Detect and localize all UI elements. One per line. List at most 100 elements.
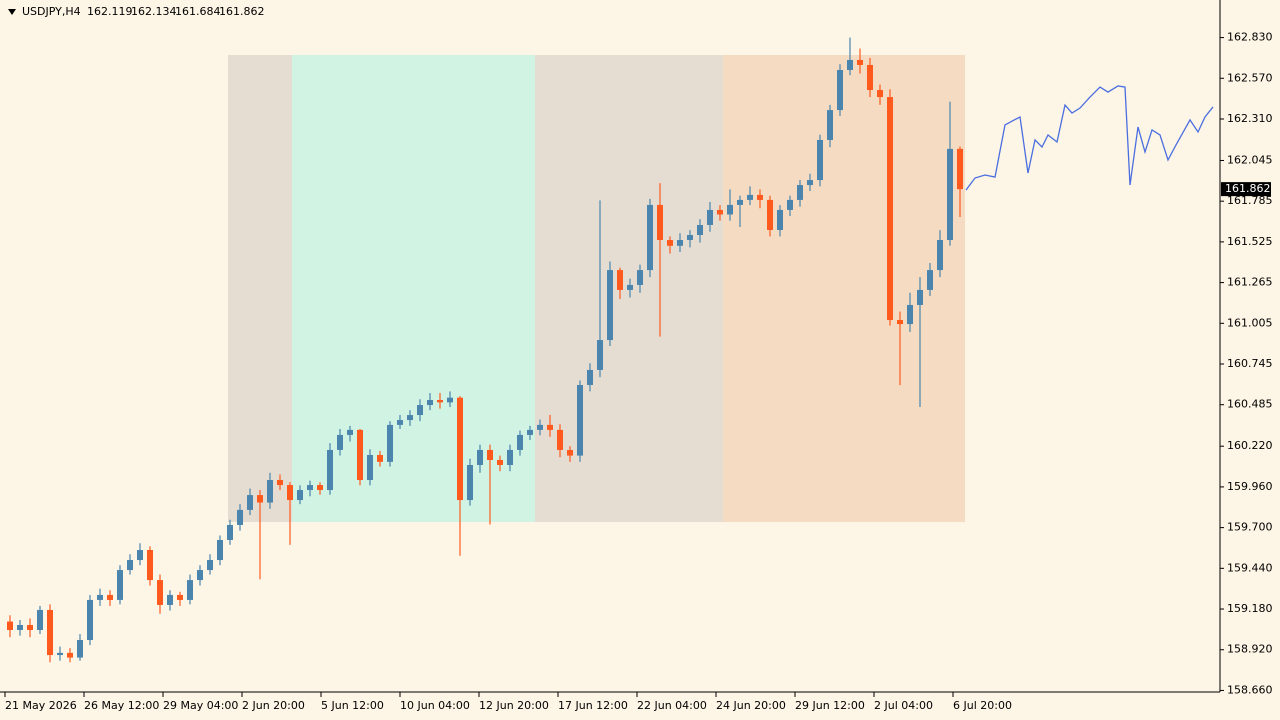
zone [228,55,292,522]
candle-body [807,180,813,186]
candle-body [427,400,433,406]
candle-body [77,640,83,658]
y-tick-label: 162.310 [1227,112,1273,125]
price-label: 161.862 [1225,182,1271,195]
y-tick-label: 162.570 [1227,71,1273,84]
candle-body [307,485,313,491]
candle-body [327,449,333,491]
candle-body [247,495,253,510]
candle-body [267,480,273,503]
candle-body [397,420,403,425]
candle-body [797,185,803,200]
candle-body [507,449,513,465]
y-tick-label: 159.700 [1227,521,1273,534]
candle-body [747,194,753,200]
candle-body [227,524,233,540]
symbol-title: USDJPY,H4 [22,5,81,18]
candle-body [7,621,13,631]
candle-body [67,652,73,658]
header-open: 162.119 [87,5,133,18]
y-tick-label: 162.830 [1227,31,1273,44]
candle-body [957,148,963,190]
candle-body [437,400,443,403]
candle-body [487,449,493,460]
x-tick-label: 22 Jun 04:00 [637,699,707,712]
candle-body [27,624,33,631]
candle-body [237,509,243,525]
x-tick-label: 10 Jun 04:00 [400,699,470,712]
x-tick-label: 12 Jun 20:00 [479,699,549,712]
candle-body [877,90,883,98]
candle-body [377,454,383,462]
x-tick-label: 26 May 12:00 [84,699,159,712]
menu-arrow[interactable] [8,9,16,15]
candle-body [197,570,203,581]
candle-body [597,340,603,370]
candle-body [687,234,693,241]
candle-body [727,204,733,215]
zone [292,55,535,522]
candle-body [657,204,663,241]
candle-body [777,209,783,230]
y-tick-label: 161.005 [1227,316,1273,329]
candle-body [757,194,763,200]
header-close: 161.862 [219,5,265,18]
candle-body [547,424,553,430]
y-tick-label: 162.045 [1227,153,1273,166]
x-tick-label: 21 May 2026 [5,699,77,712]
candle-body [447,397,453,403]
overlay-line [965,85,1214,191]
candle-body [147,549,153,581]
candle-body [257,495,263,503]
candle-body [367,454,373,481]
candle-body [47,609,53,656]
candle-body [907,304,913,325]
candle-body [787,199,793,210]
candle-body [697,224,703,235]
candle-body [937,240,943,271]
candle-body [277,480,283,486]
y-tick-label: 159.960 [1227,480,1273,493]
candle-body [297,490,303,501]
header-low: 161.684 [175,5,221,18]
candle-body [627,284,633,290]
candle-body [407,415,413,421]
candle-body [177,594,183,600]
price-label-box [1221,182,1271,197]
candle-body [557,429,563,450]
candle-body [847,59,853,70]
candle-body [187,580,193,600]
candle-body [337,434,343,450]
x-tick-label: 24 Jun 20:00 [716,699,786,712]
candle-body [317,485,323,491]
y-tick-label: 161.525 [1227,235,1273,248]
candle-body [827,110,833,140]
candle-body [167,594,173,605]
candle-body [497,459,503,465]
candle-body [837,69,843,111]
candle-body [87,599,93,641]
x-tick-label: 29 Jun 12:00 [795,699,865,712]
candle-body [17,624,23,631]
candle-body [707,209,713,225]
x-tick-label: 17 Jun 12:00 [558,699,628,712]
candle-body [867,64,873,91]
candle-body [897,320,903,325]
candle-body [767,199,773,230]
candle-body [107,594,113,600]
candle-body [97,594,103,600]
header-high: 162.134 [131,5,177,18]
y-tick-label: 160.745 [1227,357,1273,370]
candle-body [287,485,293,501]
candle-body [127,560,133,571]
candle-body [677,240,683,246]
candle-body [357,429,363,481]
candle-body [737,199,743,205]
y-tick-label: 160.485 [1227,398,1273,411]
x-tick-label: 2 Jun 20:00 [242,699,305,712]
candle-body [667,240,673,246]
candle-body [817,139,823,181]
candle-body [417,405,423,416]
candle-body [117,570,123,600]
